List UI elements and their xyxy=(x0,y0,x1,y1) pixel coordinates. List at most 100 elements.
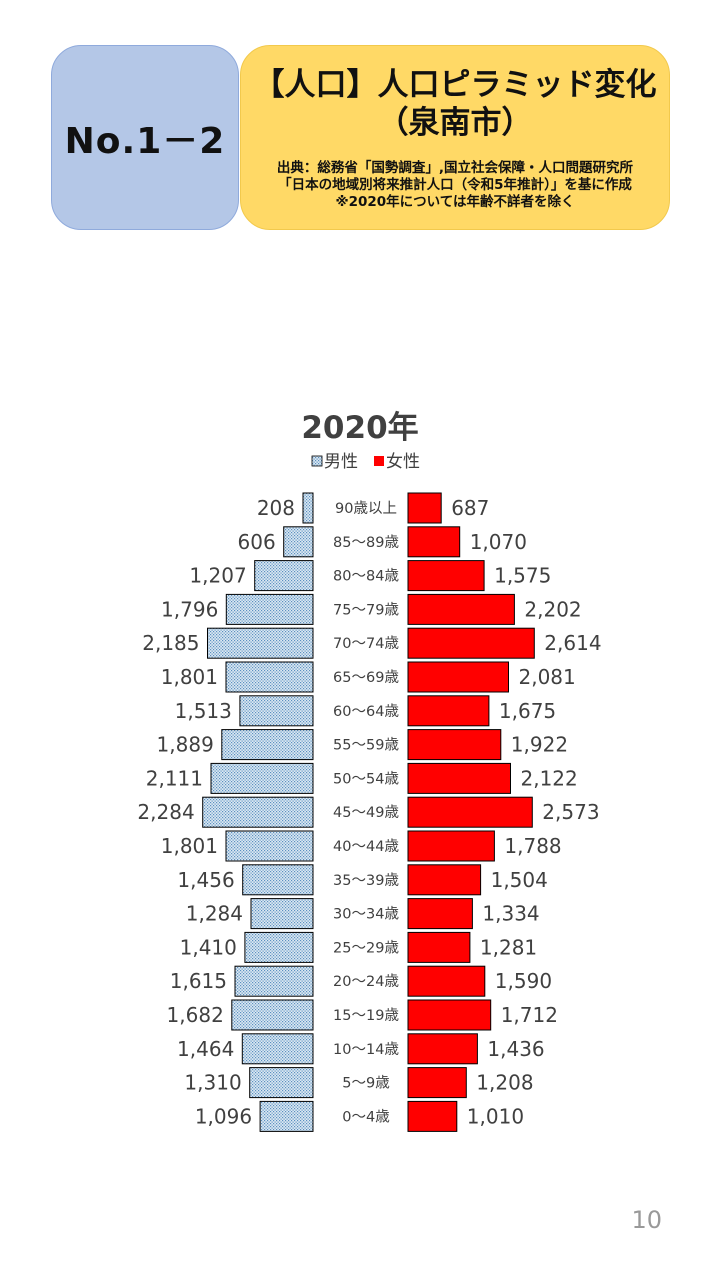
source-line-1: 出典：総務省「国勢調査」,国立社会保障・人口問題研究所 xyxy=(276,160,634,176)
age-category-label: 0～4歳 xyxy=(342,1108,389,1125)
male-value-label: 1,456 xyxy=(177,868,234,892)
female-value-label: 1,281 xyxy=(480,935,537,959)
female-value-label: 687 xyxy=(451,496,489,520)
male-value-label: 1,207 xyxy=(189,564,246,588)
legend: 男性 女性 xyxy=(311,452,420,472)
female-value-label: 1,590 xyxy=(495,969,552,993)
legend-male-swatch xyxy=(311,455,323,467)
female-value-label: 1,675 xyxy=(499,699,556,723)
page-number: 10 xyxy=(631,1206,662,1234)
age-category-label: 65～69歳 xyxy=(333,669,399,686)
female-value-label: 2,614 xyxy=(544,631,601,655)
male-bar xyxy=(202,796,314,828)
male-bar xyxy=(244,931,314,963)
male-value-label: 2,185 xyxy=(142,631,199,655)
legend-female-label: 女性 xyxy=(386,452,420,472)
source-note: 出典：総務省「国勢調査」,国立社会保障・人口問題研究所 「日本の地域別将来推計人… xyxy=(241,160,669,211)
male-bar xyxy=(225,593,314,625)
female-bar xyxy=(407,1033,478,1065)
age-category-label: 75～79歳 xyxy=(333,601,399,618)
age-category-label: 60～64歳 xyxy=(333,703,399,720)
female-bar xyxy=(407,898,473,930)
female-bar xyxy=(407,526,461,558)
male-bar xyxy=(225,661,314,693)
age-category-label: 45～49歳 xyxy=(333,804,399,821)
male-bar xyxy=(221,729,314,761)
bars-group: 90歳以上 208 687 85～89歳 606 1,070 80～84歳 1,207 1,57… xyxy=(137,492,602,1132)
male-bar xyxy=(234,965,314,997)
male-bar xyxy=(231,999,314,1031)
female-bar xyxy=(407,661,509,693)
male-bar xyxy=(254,560,314,592)
male-value-label: 1,284 xyxy=(186,902,243,926)
male-bar xyxy=(249,1067,314,1099)
male-value-label: 2,284 xyxy=(137,800,194,824)
female-bar xyxy=(407,695,490,727)
female-value-label: 2,573 xyxy=(542,800,599,824)
age-category-label: 10～14歳 xyxy=(333,1041,399,1058)
female-value-label: 1,208 xyxy=(476,1071,533,1095)
page-title: 【人口】人口ピラミッド変化 xyxy=(253,67,657,103)
female-value-label: 2,081 xyxy=(519,665,576,689)
age-category-label: 5～9歳 xyxy=(342,1075,389,1092)
male-bar xyxy=(283,526,314,558)
female-bar xyxy=(407,560,485,592)
male-value-label: 1,801 xyxy=(161,665,218,689)
male-bar xyxy=(207,627,314,659)
male-value-label: 1,801 xyxy=(161,834,218,858)
male-bar xyxy=(259,1100,314,1132)
age-category-label: 15～19歳 xyxy=(333,1007,399,1024)
male-value-label: 606 xyxy=(238,530,276,554)
female-bar xyxy=(407,492,442,524)
female-bar xyxy=(407,1100,458,1132)
male-bar xyxy=(241,1033,314,1065)
female-value-label: 1,070 xyxy=(470,530,527,554)
population-pyramid-chart: 2020年 男性 女性 90歳以上 208 687 85～89歳 606 1,070 80～… xyxy=(137,410,602,1132)
female-bar xyxy=(407,729,502,761)
male-bar xyxy=(210,762,314,794)
legend-female-swatch xyxy=(374,456,384,466)
female-value-label: 1,334 xyxy=(482,902,539,926)
male-bar xyxy=(239,695,314,727)
female-bar xyxy=(407,762,511,794)
male-value-label: 1,410 xyxy=(180,935,237,959)
age-category-label: 20～24歳 xyxy=(333,973,399,990)
female-value-label: 1,788 xyxy=(504,834,561,858)
female-value-label: 1,504 xyxy=(491,868,548,892)
age-category-label: 40～44歳 xyxy=(333,838,399,855)
male-value-label: 2,111 xyxy=(146,766,203,790)
page-subtitle: （泉南市） xyxy=(377,105,533,141)
male-value-label: 208 xyxy=(257,496,295,520)
section-number-box: No.1－2 xyxy=(51,45,239,230)
age-category-label: 55～59歳 xyxy=(333,737,399,754)
female-bar xyxy=(407,830,495,862)
female-bar xyxy=(407,593,515,625)
female-value-label: 2,202 xyxy=(524,597,581,621)
title-box: 【人口】人口ピラミッド変化 （泉南市） 出典：総務省「国勢調査」,国立社会保障・… xyxy=(240,45,670,230)
legend-male-label: 男性 xyxy=(324,452,358,472)
male-value-label: 1,310 xyxy=(184,1071,241,1095)
female-value-label: 1,010 xyxy=(467,1104,524,1128)
female-bar xyxy=(407,931,471,963)
age-category-label: 90歳以上 xyxy=(335,500,397,517)
male-value-label: 1,513 xyxy=(175,699,232,723)
age-category-label: 35～39歳 xyxy=(333,872,399,889)
age-category-label: 25～29歳 xyxy=(333,939,399,956)
male-value-label: 1,682 xyxy=(167,1003,224,1027)
male-bar xyxy=(250,898,314,930)
male-value-label: 1,464 xyxy=(177,1037,234,1061)
female-bar xyxy=(407,999,492,1031)
male-value-label: 1,615 xyxy=(170,969,227,993)
male-value-label: 1,796 xyxy=(161,597,218,621)
female-value-label: 1,575 xyxy=(494,564,551,588)
female-value-label: 1,712 xyxy=(501,1003,558,1027)
source-line-2: 「日本の地域別将来推計人口（令和5年推計）」を基に作成 xyxy=(278,177,632,193)
age-category-label: 50～54歳 xyxy=(333,770,399,787)
male-bar xyxy=(225,830,314,862)
male-value-label: 1,096 xyxy=(195,1104,252,1128)
female-bar xyxy=(407,1067,467,1099)
source-line-3: ※2020年については年齢不詳者を除く xyxy=(335,194,575,210)
female-value-label: 1,922 xyxy=(511,733,568,757)
male-bar xyxy=(242,864,314,896)
male-bar xyxy=(302,492,314,524)
